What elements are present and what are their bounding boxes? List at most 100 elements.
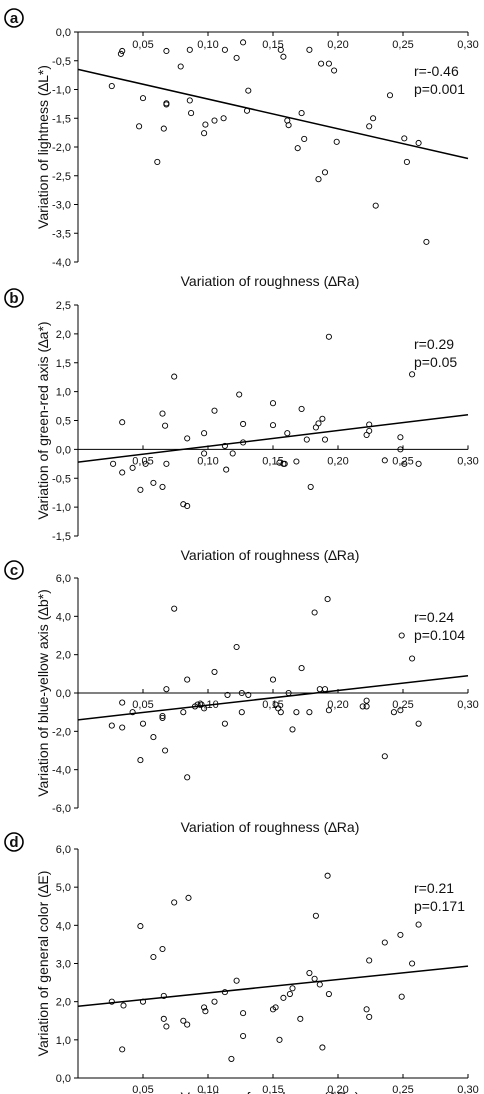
- data-point: [221, 989, 228, 996]
- data-point: [236, 391, 243, 398]
- data-point: [321, 436, 329, 443]
- data-point: [154, 158, 161, 165]
- data-point: [162, 747, 169, 754]
- stat-label: r=-0.46: [414, 63, 459, 79]
- y-tick-label: 6,0: [56, 573, 71, 585]
- data-point: [293, 709, 300, 716]
- panel-b: b 2,5 2,0 1,5 1,0 0,5 0,0 -0,5 -1,0 -1,5 0,05 0,10 0…: [4, 288, 479, 563]
- x-tick-label: 0,30: [457, 699, 478, 711]
- data-point: [381, 457, 388, 464]
- data-point: [285, 689, 292, 697]
- data-point: [238, 689, 245, 697]
- x-tick-label: 0,15: [262, 39, 283, 51]
- x-tick-label: 0,05: [132, 455, 153, 467]
- data-point: [186, 97, 193, 104]
- panel-letter: c: [10, 562, 18, 579]
- x-tick-label: 0,10: [197, 1084, 218, 1094]
- data-point: [142, 460, 149, 467]
- data-point: [129, 464, 136, 471]
- data-point: [321, 686, 329, 693]
- panel-letter: d: [9, 834, 18, 851]
- data-point: [202, 121, 209, 128]
- data-point: [306, 969, 313, 977]
- y-axis-title: Variation of green-red axis (∆a*): [35, 321, 51, 519]
- data-point: [211, 998, 218, 1005]
- x-tick-label: 0,05: [132, 1084, 153, 1094]
- data-point: [201, 430, 208, 437]
- stat-label: p=0.001: [414, 81, 465, 97]
- data-point: [298, 405, 305, 413]
- data-point: [397, 434, 404, 441]
- stat-label: p=0.104: [414, 627, 465, 643]
- data-point: [409, 960, 416, 967]
- data-point: [301, 135, 308, 142]
- data-point: [398, 632, 405, 639]
- y-tick-label: 4,0: [56, 611, 71, 623]
- data-point: [293, 458, 300, 465]
- data-point: [180, 501, 187, 508]
- y-tick-label: 0,0: [56, 688, 71, 700]
- regression-line: [77, 68, 469, 160]
- data-point: [119, 419, 126, 426]
- data-point: [160, 1015, 167, 1022]
- data-point: [201, 705, 208, 712]
- data-point: [325, 60, 332, 67]
- y-tick-label: 6,0: [56, 844, 71, 856]
- data-point: [285, 122, 292, 129]
- y-tick-label: -1,5: [52, 113, 71, 125]
- data-point: [325, 707, 332, 714]
- data-point: [221, 720, 228, 727]
- data-point: [284, 430, 291, 437]
- data-point: [159, 410, 166, 417]
- data-point: [386, 92, 394, 99]
- data-point: [281, 460, 288, 467]
- data-point: [381, 939, 388, 946]
- data-point: [159, 945, 166, 953]
- data-point: [269, 400, 277, 407]
- data-point: [409, 371, 416, 378]
- data-point: [289, 985, 296, 992]
- data-point: [150, 953, 157, 961]
- data-point: [139, 998, 147, 1005]
- data-point: [108, 722, 115, 729]
- data-point: [415, 720, 422, 727]
- data-point: [325, 333, 332, 340]
- data-point: [186, 46, 193, 53]
- data-point: [415, 139, 422, 147]
- y-tick-label: 2,0: [56, 997, 71, 1009]
- data-point: [401, 460, 408, 467]
- x-tick-label: 0,30: [457, 39, 478, 51]
- y-tick-label: -2,0: [52, 726, 71, 738]
- data-point: [325, 990, 332, 998]
- stat-label: r=0.24: [414, 609, 454, 625]
- regression-line: [77, 965, 469, 1007]
- panel-letter: b: [9, 290, 18, 307]
- x-axis-title: Variation of roughness (∆Ra): [181, 273, 360, 289]
- data-point: [315, 420, 322, 427]
- data-point: [315, 176, 322, 183]
- data-point: [201, 1004, 208, 1011]
- data-point: [139, 720, 147, 727]
- x-tick-label: 0,05: [132, 39, 153, 51]
- data-point: [316, 686, 323, 693]
- y-tick-label: 0,0: [56, 27, 71, 39]
- x-tick-label: 0,20: [327, 699, 348, 711]
- x-tick-label: 0,20: [327, 1084, 348, 1094]
- data-point: [298, 110, 305, 117]
- y-tick-label: -3,5: [52, 228, 71, 240]
- y-tick-label: -1,5: [52, 531, 71, 543]
- data-point: [119, 469, 126, 476]
- data-point: [381, 753, 388, 760]
- data-point: [201, 450, 208, 457]
- data-point: [136, 123, 143, 130]
- data-point: [319, 415, 326, 422]
- data-point: [184, 435, 191, 442]
- data-point: [129, 709, 136, 716]
- y-axis-title: Variation of lightness (∆L*): [35, 65, 51, 229]
- data-point: [108, 83, 115, 90]
- data-point: [137, 923, 144, 930]
- y-tick-label: 1,5: [56, 358, 71, 370]
- x-tick-label: 0,10: [197, 455, 218, 467]
- x-tick-label: 0,15: [262, 455, 283, 467]
- data-point: [366, 421, 373, 428]
